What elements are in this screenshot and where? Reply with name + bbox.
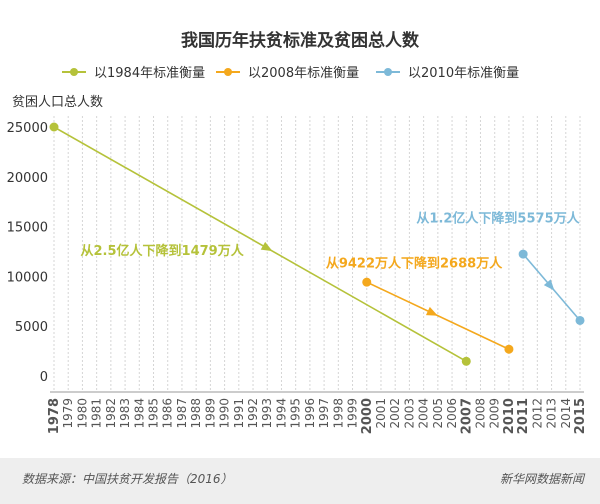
x-tick-label: 2009 xyxy=(488,398,502,429)
x-tick-label: 2002 xyxy=(388,398,402,429)
x-tick-label: 1981 xyxy=(90,398,104,429)
x-tick-label: 1990 xyxy=(218,398,232,429)
x-tick-label: 2012 xyxy=(530,398,544,429)
x-tick-label: 1992 xyxy=(246,398,260,429)
series-line-1 xyxy=(53,126,467,362)
series-point-3-end xyxy=(575,315,585,325)
x-tick-label: 1988 xyxy=(189,398,203,429)
x-tick-label: 2004 xyxy=(417,398,431,429)
x-tick-label: 2001 xyxy=(374,398,388,429)
legend-marker-2 xyxy=(224,68,232,76)
y-tick-label: 5000 xyxy=(15,320,48,335)
x-tick-label: 1984 xyxy=(132,398,146,429)
annotation-3: 从1.2亿人下降到5575万人 xyxy=(416,211,580,227)
series-point-1-end xyxy=(461,356,471,366)
x-tick-label: 1994 xyxy=(274,398,288,429)
x-tick-label: 2000 xyxy=(360,398,375,434)
legend-label-2: 以2008年标准衡量 xyxy=(248,66,359,81)
x-tick-label: 1983 xyxy=(118,398,132,429)
x-tick-label: 2008 xyxy=(473,398,487,429)
x-tick-label: 1986 xyxy=(161,398,175,429)
legend-label-1: 以1984年标准衡量 xyxy=(94,66,205,81)
legend-marker-3 xyxy=(384,68,392,76)
x-tick-label: 2011 xyxy=(516,398,531,434)
x-tick-label: 2003 xyxy=(402,398,416,429)
x-tick-label: 1995 xyxy=(289,398,303,429)
series-arrow-2 xyxy=(425,306,438,316)
series-arrow-3 xyxy=(543,279,555,291)
y-tick-label: 20000 xyxy=(7,171,48,186)
x-tick-label: 2006 xyxy=(445,398,459,429)
legend-marker-1 xyxy=(70,68,78,76)
x-tick-label: 1999 xyxy=(346,398,360,429)
x-tick-label: 1982 xyxy=(104,398,118,429)
series-point-2-start xyxy=(362,277,372,287)
x-tick-label: 2014 xyxy=(559,398,573,429)
y-tick-label: 0 xyxy=(40,370,48,385)
y-axis-label: 贫困人口总人数 xyxy=(12,94,103,110)
x-tick-label: 1991 xyxy=(232,398,246,429)
x-tick-label: 2005 xyxy=(431,398,445,429)
y-tick-label: 10000 xyxy=(7,270,48,285)
x-tick-label: 1998 xyxy=(331,398,345,429)
x-tick-label: 2015 xyxy=(573,398,588,434)
brand-text: 新华网数据新闻 xyxy=(499,472,584,486)
x-tick-label: 2010 xyxy=(502,398,517,434)
series-point-1-start xyxy=(49,122,59,132)
series-point-3-start xyxy=(518,249,528,259)
x-tick-label: 2007 xyxy=(459,398,474,434)
x-tick-label: 1997 xyxy=(317,398,331,429)
x-tick-label: 1996 xyxy=(303,398,317,429)
x-tick-label: 1985 xyxy=(147,398,161,429)
y-tick-label: 25000 xyxy=(7,121,48,136)
x-tick-label: 2013 xyxy=(545,398,559,429)
y-tick-label: 15000 xyxy=(7,221,48,236)
x-tick-label: 1993 xyxy=(260,398,274,429)
x-tick-label: 1987 xyxy=(175,398,189,429)
annotation-1: 从2.5亿人下降到1479万人 xyxy=(81,243,245,259)
chart-title: 我国历年扶贫标准及贫困总人数 xyxy=(181,30,420,51)
x-tick-label: 1989 xyxy=(203,398,217,429)
source-text: 数据来源：中国扶贫开发报告（2016） xyxy=(22,472,233,486)
series-point-2-end xyxy=(504,344,514,354)
x-tick-label: 1979 xyxy=(61,398,75,429)
annotation-2: 从9422万人下降到2688万人 xyxy=(326,256,503,272)
x-tick-label: 1978 xyxy=(47,398,62,434)
series-arrow-1 xyxy=(260,241,273,252)
legend-label-3: 以2010年标准衡量 xyxy=(408,66,519,81)
x-tick-label: 1980 xyxy=(75,398,89,429)
footer-bar: 数据来源：中国扶贫开发报告（2016） 新华网数据新闻 xyxy=(0,458,600,504)
